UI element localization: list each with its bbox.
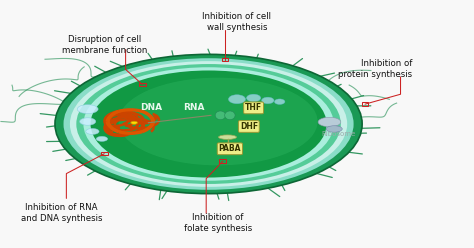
- Ellipse shape: [228, 95, 246, 104]
- Text: RNA: RNA: [183, 103, 205, 112]
- Ellipse shape: [96, 136, 108, 141]
- Ellipse shape: [64, 58, 354, 190]
- Text: Ribosome: Ribosome: [322, 131, 356, 137]
- Ellipse shape: [70, 61, 347, 187]
- Ellipse shape: [131, 121, 137, 124]
- Bar: [139, 83, 146, 86]
- Bar: [222, 58, 228, 61]
- Text: Inhibition of RNA
and DNA synthesis: Inhibition of RNA and DNA synthesis: [21, 203, 102, 223]
- Ellipse shape: [86, 128, 99, 134]
- Text: Inhibition of
protein synthesis: Inhibition of protein synthesis: [338, 59, 412, 80]
- Text: Disruption of cell
membrane function: Disruption of cell membrane function: [62, 34, 147, 55]
- Ellipse shape: [262, 97, 274, 104]
- Bar: [101, 152, 108, 155]
- Ellipse shape: [91, 70, 327, 178]
- Ellipse shape: [225, 111, 235, 120]
- Ellipse shape: [76, 64, 341, 184]
- Ellipse shape: [80, 118, 96, 125]
- Ellipse shape: [83, 67, 334, 181]
- Text: DHF: DHF: [240, 122, 258, 131]
- Ellipse shape: [318, 117, 341, 127]
- Ellipse shape: [219, 135, 237, 139]
- Ellipse shape: [55, 54, 362, 194]
- Text: PABA: PABA: [219, 144, 241, 153]
- Ellipse shape: [118, 78, 318, 165]
- Ellipse shape: [326, 126, 342, 132]
- Text: DNA: DNA: [141, 103, 163, 112]
- Bar: [362, 102, 368, 106]
- Ellipse shape: [215, 111, 226, 120]
- Text: THF: THF: [245, 103, 262, 112]
- Bar: [219, 159, 226, 163]
- Ellipse shape: [224, 143, 231, 145]
- Text: Inhibition of cell
wall synthesis: Inhibition of cell wall synthesis: [202, 12, 272, 32]
- Ellipse shape: [77, 105, 98, 114]
- Ellipse shape: [246, 94, 261, 102]
- Text: Inhibition of
folate synthesis: Inhibition of folate synthesis: [184, 213, 252, 233]
- Ellipse shape: [274, 99, 285, 104]
